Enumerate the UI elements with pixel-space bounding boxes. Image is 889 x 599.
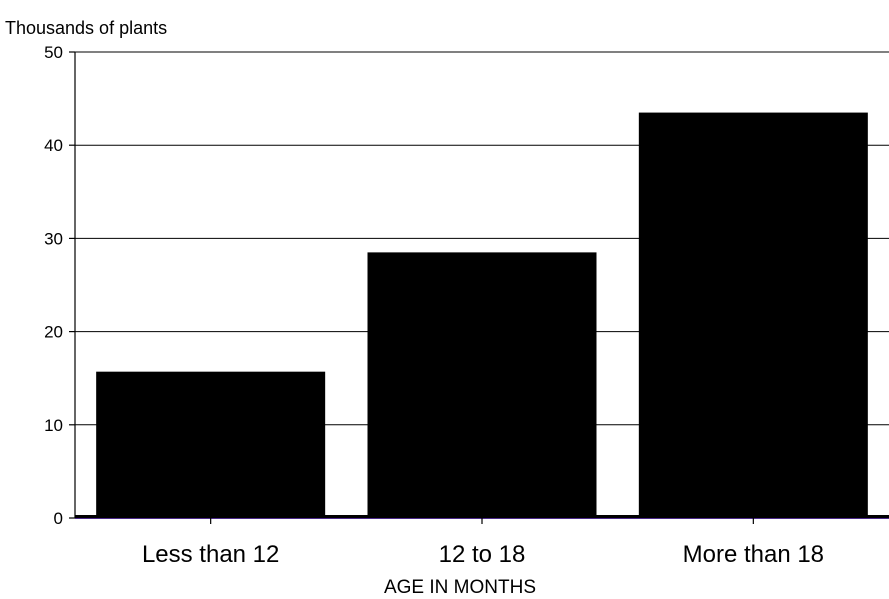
y-tick-label: 0	[54, 509, 63, 528]
bar	[367, 252, 597, 518]
x-tick-label: 12 to 18	[439, 541, 526, 568]
y-tick-label: 40	[44, 136, 63, 155]
y-tick-label: 30	[44, 229, 63, 248]
x-tick-label: Less than 12	[142, 541, 279, 568]
y-axis-label: Thousands of plants	[5, 18, 167, 38]
bars	[96, 112, 868, 518]
x-tick-label: More than 18	[683, 541, 824, 568]
x-axis-label: AGE IN MONTHS	[384, 577, 536, 598]
y-tick-label: 10	[44, 416, 63, 435]
bar	[638, 112, 868, 518]
y-tick-label: 50	[44, 43, 63, 62]
y-tick-labels: 0 10 20 30 40 50	[44, 43, 63, 528]
axes	[69, 51, 889, 524]
y-tick-label: 20	[44, 323, 63, 342]
x-tick-labels: Less than 12 12 to 18 More than 18	[142, 541, 824, 568]
bar	[96, 371, 326, 518]
